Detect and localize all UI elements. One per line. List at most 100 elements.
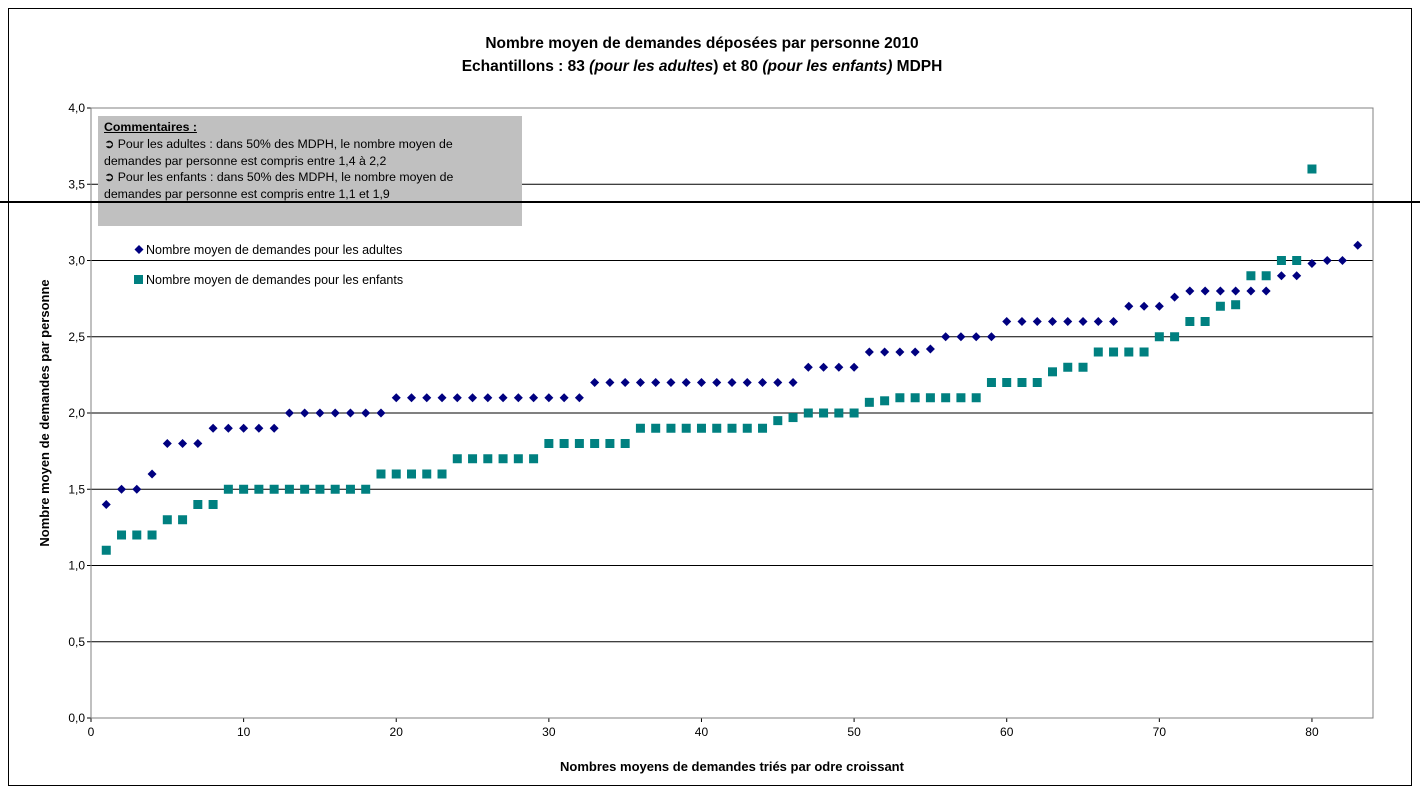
child-point xyxy=(513,454,523,464)
x-tick-label: 10 xyxy=(237,725,251,739)
child-point xyxy=(864,397,874,407)
adult-point xyxy=(437,393,447,403)
adult-point xyxy=(269,423,279,433)
child-point xyxy=(422,469,432,479)
comments-box: Commentaires : ➲ Pour les adultes : dans… xyxy=(98,116,522,226)
adult-point xyxy=(1139,301,1149,311)
y-axis-title: Nombre moyen de demandes par personne xyxy=(37,279,52,546)
child-point xyxy=(1231,300,1241,310)
adult-point xyxy=(696,378,706,387)
adult-point xyxy=(635,378,645,387)
child-point xyxy=(529,454,539,464)
y-tick-labels: 0,0 0,5 1,0 1,5 2,0 2,5 3,0 3,5 4,0 xyxy=(68,101,91,725)
adult-point xyxy=(834,362,844,372)
adult-point xyxy=(208,423,218,433)
adult-point xyxy=(758,378,768,387)
child-point xyxy=(1185,317,1195,326)
x-tick-label: 20 xyxy=(390,725,404,739)
adult-point xyxy=(849,362,859,372)
child-point xyxy=(407,469,416,479)
adult-point xyxy=(452,393,462,403)
child-point xyxy=(315,484,325,494)
adult-point xyxy=(910,347,920,357)
child-point xyxy=(925,393,935,403)
child-point xyxy=(712,423,722,433)
child-point xyxy=(239,484,249,494)
x-tick-label: 40 xyxy=(695,725,709,739)
series-children-points xyxy=(101,164,1317,555)
series-adults-points xyxy=(101,240,1363,509)
child-point xyxy=(803,408,813,418)
adult-point xyxy=(315,408,325,418)
adult-point xyxy=(773,378,783,387)
adult-point xyxy=(1124,301,1134,311)
x-tick-label: 50 xyxy=(847,725,861,739)
child-point xyxy=(1063,362,1073,372)
adult-point xyxy=(925,344,935,354)
child-point xyxy=(651,423,661,433)
child-point xyxy=(1261,271,1271,281)
child-point xyxy=(223,484,233,494)
adult-point xyxy=(223,423,233,433)
comments-heading: Commentaires : xyxy=(104,120,197,134)
adult-point xyxy=(1032,317,1042,326)
title-part-5: MDPH xyxy=(892,58,942,75)
adult-point xyxy=(1246,286,1256,296)
comment-text: Pour les enfants : dans 50% des MDPH, le… xyxy=(117,170,454,185)
adult-point xyxy=(1307,259,1317,269)
child-point xyxy=(1048,367,1057,377)
x-tick-label: 0 xyxy=(88,725,95,739)
child-point xyxy=(483,454,493,464)
child-point xyxy=(437,469,447,479)
adult-point xyxy=(574,393,584,403)
child-point xyxy=(1078,362,1088,372)
x-tick-label: 70 xyxy=(1153,725,1167,739)
child-point xyxy=(986,378,996,387)
child-point xyxy=(208,500,218,509)
child-point xyxy=(696,423,706,433)
adult-point xyxy=(666,378,676,387)
adult-point xyxy=(727,378,737,387)
child-point xyxy=(544,439,554,448)
comment-line-children-2: demandes par personne est compris entre … xyxy=(104,187,390,202)
adult-point xyxy=(178,439,188,448)
adult-point xyxy=(1017,317,1027,326)
adult-point xyxy=(681,378,691,387)
child-point xyxy=(101,545,111,555)
child-point xyxy=(468,454,478,464)
adult-point xyxy=(1078,317,1088,326)
comment-text: Pour les adultes : dans 50% des MDPH, le… xyxy=(117,136,453,151)
adult-point xyxy=(1322,256,1332,265)
child-point xyxy=(1093,347,1103,357)
x-tick-label: 80 xyxy=(1305,725,1319,739)
child-point xyxy=(727,423,737,433)
x-tick-label: 30 xyxy=(542,725,556,739)
child-point xyxy=(758,423,768,433)
child-point xyxy=(391,469,401,479)
y-tick-label: 4,0 xyxy=(68,101,85,115)
adult-point xyxy=(117,484,127,494)
adult-point xyxy=(1200,286,1210,296)
adult-point xyxy=(284,408,294,418)
child-point xyxy=(834,408,844,418)
title-part-4: (pour les enfants) xyxy=(762,58,892,75)
chart-title-line2: Echantillons : 83 (pour les adultes) et … xyxy=(462,58,943,75)
child-point xyxy=(117,530,127,540)
child-point xyxy=(605,439,615,448)
adult-point xyxy=(559,393,569,403)
x-tick-label: 60 xyxy=(1000,725,1014,739)
adult-point xyxy=(193,439,203,448)
adult-point xyxy=(941,332,951,342)
adult-point xyxy=(1170,292,1180,302)
child-point xyxy=(1292,256,1302,265)
adult-point xyxy=(1261,286,1271,296)
plot-area-border xyxy=(90,107,1374,719)
adult-point xyxy=(162,439,172,448)
adult-point xyxy=(712,378,722,387)
child-point xyxy=(330,484,340,494)
child-point xyxy=(132,530,142,540)
adult-point xyxy=(254,423,264,433)
adult-point xyxy=(513,393,523,403)
child-point xyxy=(895,393,905,403)
child-point xyxy=(178,515,188,525)
